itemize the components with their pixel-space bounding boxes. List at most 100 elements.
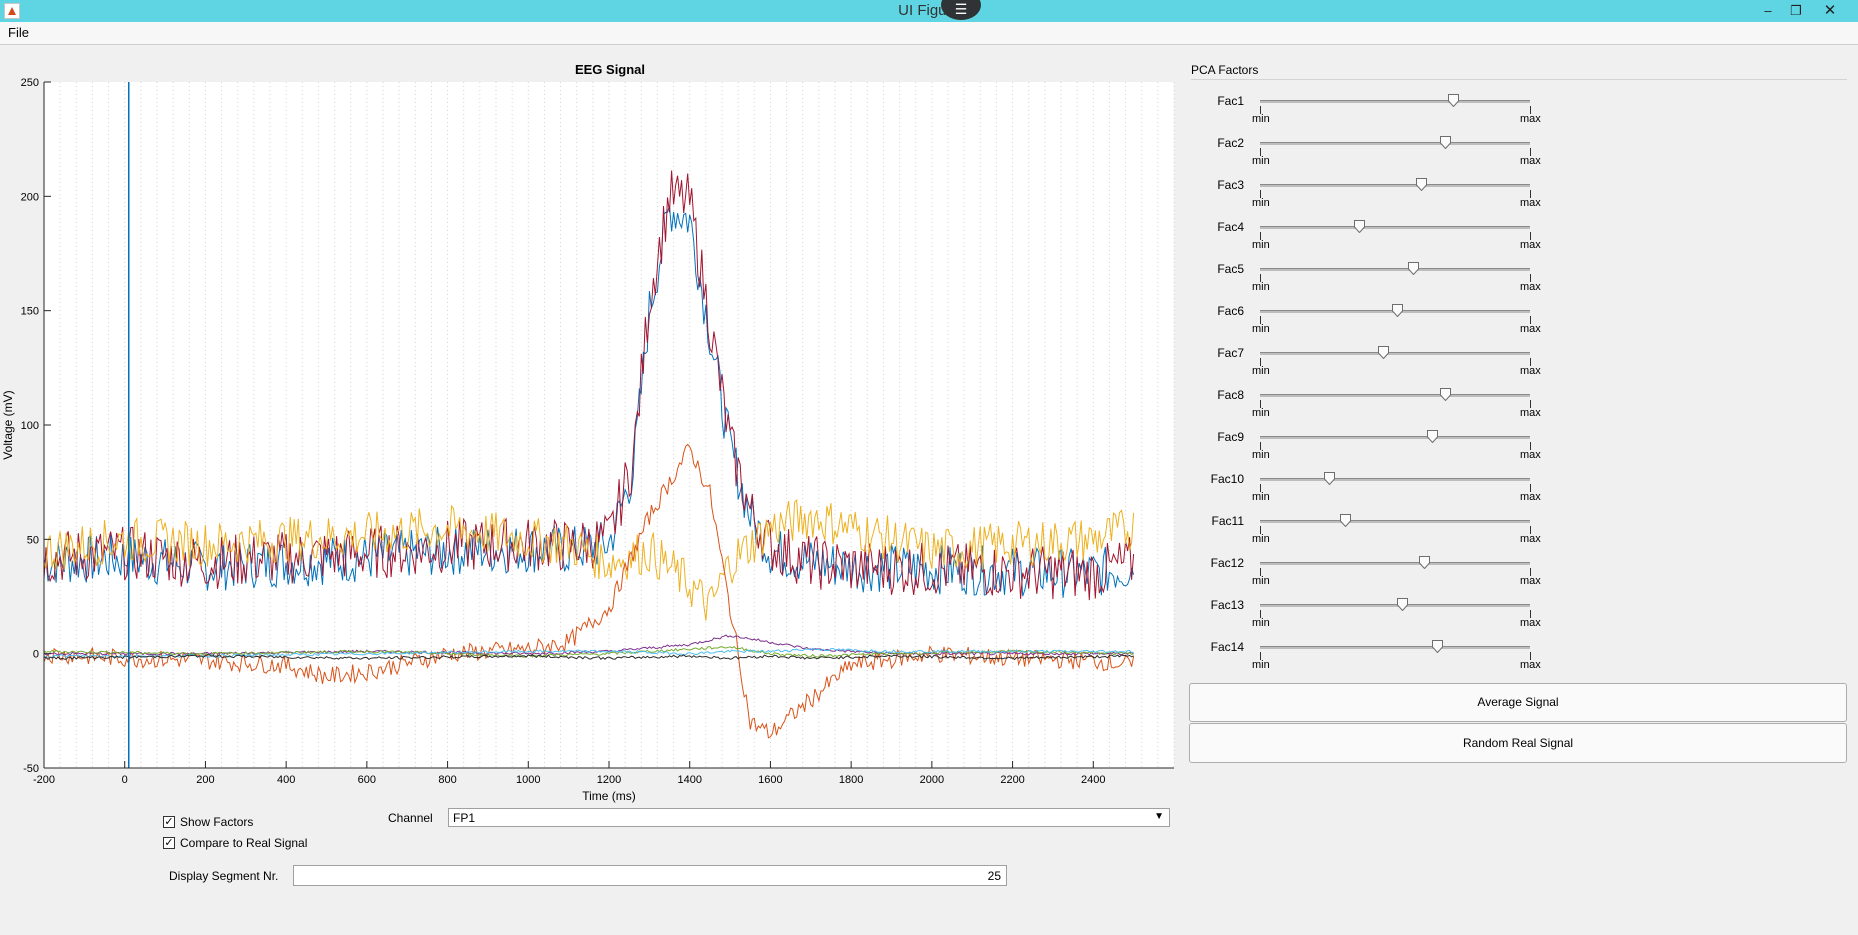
y-tick-label: 150 xyxy=(21,306,39,318)
slider-thumb[interactable] xyxy=(1416,178,1427,191)
slider-thumb[interactable] xyxy=(1353,220,1365,233)
slider-track[interactable] xyxy=(1260,394,1530,397)
x-tick-label: 600 xyxy=(358,774,376,786)
checkbox-compare-real[interactable]: ✓ xyxy=(163,837,175,849)
slider-track[interactable] xyxy=(1260,268,1530,271)
slider-min-label: min xyxy=(1252,281,1270,293)
channel-dropdown[interactable]: FP1 ▼ xyxy=(448,808,1170,827)
factor-label: Fac1 xyxy=(1217,94,1244,108)
slider-fac2[interactable]: Fac2 min max xyxy=(1200,136,1541,178)
chevron-down-icon: ▼ xyxy=(1154,811,1164,822)
factor-label: Fac6 xyxy=(1217,304,1244,318)
slider-tick xyxy=(1530,316,1531,324)
slider-min-label: min xyxy=(1252,659,1270,671)
slider-thumb[interactable] xyxy=(1324,472,1336,485)
slider-tick xyxy=(1530,568,1531,576)
slider-fac7[interactable]: Fac7 min max xyxy=(1200,346,1541,388)
segment-number-field[interactable]: 25 xyxy=(293,865,1007,886)
hamburger-menu-icon[interactable]: ☰ xyxy=(941,0,981,20)
slider-thumb[interactable] xyxy=(1378,346,1390,359)
x-tick-label: 2200 xyxy=(1000,774,1024,786)
factor-label: Fac10 xyxy=(1210,472,1244,486)
slider-thumb[interactable] xyxy=(1407,262,1419,275)
slider-fac9[interactable]: Fac9 min max xyxy=(1200,430,1541,472)
slider-track[interactable] xyxy=(1260,436,1530,439)
compare-real-label: Compare to Real Signal xyxy=(180,836,308,850)
plot-title: EEG Signal xyxy=(574,62,646,77)
slider-track[interactable] xyxy=(1260,604,1530,607)
slider-thumb[interactable] xyxy=(1418,556,1430,569)
x-tick-label: -200 xyxy=(33,774,55,786)
menu-file[interactable]: File xyxy=(8,25,29,40)
factor-label: Fac4 xyxy=(1217,220,1244,234)
slider-thumb[interactable] xyxy=(1432,640,1444,653)
slider-track[interactable] xyxy=(1260,478,1530,481)
menu-bar: File xyxy=(0,22,1858,45)
factor-label: Fac13 xyxy=(1210,598,1244,612)
slider-tick xyxy=(1530,610,1531,618)
x-tick-label: 200 xyxy=(196,774,214,786)
slider-tick xyxy=(1260,442,1261,450)
average-signal-button[interactable]: Average Signal xyxy=(1189,683,1847,722)
minimize-icon[interactable]: – xyxy=(1764,3,1772,18)
slider-min-label: min xyxy=(1252,575,1270,587)
x-tick-label: 0 xyxy=(122,774,128,786)
restore-icon[interactable]: ❐ xyxy=(1790,3,1802,18)
channel-value: FP1 xyxy=(453,811,476,825)
slider-fac13[interactable]: Fac13 min max xyxy=(1200,598,1541,640)
close-icon[interactable]: ✕ xyxy=(1823,2,1837,19)
slider-min-label: min xyxy=(1252,197,1270,209)
x-tick-label: 1800 xyxy=(839,774,863,786)
slider-fac3[interactable]: Fac3 min max xyxy=(1200,178,1541,220)
slider-fac8[interactable]: Fac8 min max xyxy=(1200,388,1541,430)
slider-max-label: max xyxy=(1520,197,1541,209)
slider-fac4[interactable]: Fac4 min max xyxy=(1200,220,1541,262)
x-axis-label: Time (ms) xyxy=(582,789,636,803)
slider-track[interactable] xyxy=(1260,226,1530,229)
slider-track[interactable] xyxy=(1260,520,1530,523)
slider-thumb[interactable] xyxy=(1440,388,1452,401)
slider-tick xyxy=(1260,106,1261,114)
slider-thumb[interactable] xyxy=(1340,514,1352,527)
slider-fac6[interactable]: Fac6 min max xyxy=(1200,304,1541,346)
slider-thumb[interactable] xyxy=(1448,94,1460,107)
slider-track[interactable] xyxy=(1260,646,1530,649)
slider-min-label: min xyxy=(1252,155,1270,167)
series-line xyxy=(43,170,1135,601)
slider-thumb[interactable] xyxy=(1397,598,1409,611)
y-tick-label: 0 xyxy=(33,649,39,661)
slider-thumb[interactable] xyxy=(1391,304,1403,317)
slider-fac11[interactable]: Fac11 min max xyxy=(1200,514,1541,556)
slider-track[interactable] xyxy=(1260,100,1530,103)
slider-tick xyxy=(1260,316,1261,324)
slider-fac10[interactable]: Fac10 min max xyxy=(1200,472,1541,514)
factor-label: Fac3 xyxy=(1217,178,1244,192)
slider-tick xyxy=(1530,106,1531,114)
slider-tick xyxy=(1260,568,1261,576)
slider-track[interactable] xyxy=(1260,142,1530,145)
y-tick-label: 200 xyxy=(21,191,39,203)
slider-max-label: max xyxy=(1520,617,1541,629)
eeg-plot[interactable]: -200 0 200 400 600 800 1000 1200 1400 1600 1800 200… xyxy=(0,0,1190,810)
checkbox-show-factors[interactable]: ✓ xyxy=(163,816,175,828)
slider-thumb[interactable] xyxy=(1440,136,1452,149)
slider-track[interactable] xyxy=(1260,562,1530,565)
slider-tick xyxy=(1260,484,1261,492)
slider-fac1[interactable]: Fac1 min max xyxy=(1200,94,1541,136)
series-line xyxy=(43,645,1134,658)
random-real-signal-button[interactable]: Random Real Signal xyxy=(1189,723,1847,763)
series-line xyxy=(43,654,1134,661)
slider-fac12[interactable]: Fac12 min max xyxy=(1200,556,1541,598)
slider-track[interactable] xyxy=(1260,352,1530,355)
slider-max-label: max xyxy=(1520,659,1541,671)
x-tick-label: 2400 xyxy=(1081,774,1105,786)
y-tick-label: -50 xyxy=(23,763,39,775)
slider-fac5[interactable]: Fac5 min max xyxy=(1200,262,1541,304)
channel-label: Channel xyxy=(388,811,433,825)
slider-tick xyxy=(1530,526,1531,534)
slider-fac14[interactable]: Fac14 min max xyxy=(1200,640,1541,682)
factor-label: Fac11 xyxy=(1211,514,1244,528)
slider-thumb[interactable] xyxy=(1426,430,1438,443)
slider-track[interactable] xyxy=(1260,184,1530,187)
slider-tick xyxy=(1530,400,1531,408)
